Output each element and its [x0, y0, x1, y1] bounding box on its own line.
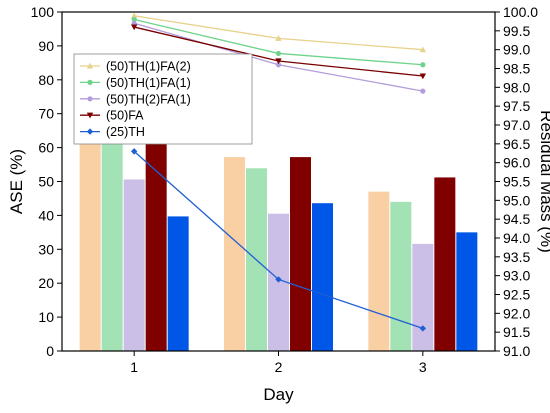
- y-tick-label: 0: [46, 343, 54, 359]
- y2-tick-label: 95.5: [503, 174, 530, 190]
- y-tick-label: 80: [38, 72, 54, 88]
- line-point: [420, 62, 426, 68]
- bar: [456, 232, 478, 351]
- legend-box: [73, 53, 253, 145]
- y2-tick-label: 95.0: [503, 192, 530, 208]
- line-point: [275, 35, 282, 41]
- bar: [390, 201, 412, 351]
- x-tick-label: 1: [130, 359, 138, 375]
- x-tick-label: 2: [275, 359, 283, 375]
- legend-label: (50)TH(2)FA(1): [106, 92, 191, 106]
- y-axis-title: ASE (%): [7, 149, 26, 214]
- legend-label: (50)TH(1)FA(1): [106, 76, 191, 90]
- y2-tick-label: 91.5: [503, 324, 530, 340]
- y2-tick-label: 91.0: [503, 343, 530, 359]
- y2-tick-label: 93.5: [503, 249, 530, 265]
- lines-layer: [130, 12, 427, 332]
- line-point: [130, 148, 138, 155]
- y2-tick-label: 99.0: [503, 42, 530, 58]
- y2-tick-label: 97.5: [503, 98, 530, 114]
- y2-tick-label: 94.0: [503, 230, 530, 246]
- line-point: [275, 50, 282, 57]
- y-tick-label: 60: [38, 140, 54, 156]
- legend-swatch-marker: [86, 128, 94, 135]
- bar: [368, 191, 390, 351]
- y2-tick-label: 96.0: [503, 155, 530, 171]
- y-tick-label: 40: [38, 207, 54, 223]
- y-tick-label: 90: [38, 38, 54, 54]
- bar: [434, 177, 456, 351]
- line-point: [419, 46, 427, 53]
- y-tick-label: 70: [38, 106, 54, 122]
- bars-layer: [79, 139, 478, 351]
- line-point: [130, 24, 138, 31]
- y2-tick-label: 93.0: [503, 268, 530, 284]
- bar: [412, 243, 434, 351]
- legend-label: (50)FA: [106, 109, 144, 123]
- line-point: [275, 276, 282, 283]
- y2-tick-label: 98.5: [503, 61, 530, 77]
- y2-tick-label: 92.5: [503, 287, 530, 303]
- legend-swatch-marker: [87, 96, 93, 102]
- y2-tick-label: 92.0: [503, 305, 530, 321]
- line-point: [275, 62, 282, 68]
- bar: [312, 203, 333, 351]
- bar: [167, 216, 189, 351]
- line-point: [419, 73, 427, 80]
- legend: (50)TH(1)FA(2) (50)TH(1)FA(1) (50)TH(2)FA(…: [73, 53, 253, 145]
- bar: [290, 157, 311, 351]
- line-point: [275, 58, 282, 65]
- y2-tick-label: 99.5: [503, 23, 530, 39]
- legend-swatch-marker: [86, 112, 94, 119]
- x-axis-title: Day: [263, 385, 294, 404]
- bar: [145, 142, 167, 351]
- y2-tick-label: 94.5: [503, 211, 530, 227]
- line-point: [130, 12, 138, 19]
- x-tick-label: 3: [419, 359, 427, 375]
- ticks-layer: 0 10 20 30 40 50 60 70 80 90 100 91.0 91.5 92.0 92.5 93…: [31, 4, 539, 375]
- line-point: [131, 16, 137, 23]
- bar: [224, 157, 245, 351]
- y-tick-label: 10: [38, 309, 54, 325]
- y-tick-label: 20: [38, 275, 54, 291]
- y-tick-label: 30: [38, 241, 54, 257]
- y-tick-label: 50: [38, 174, 54, 190]
- legend-label: (25)TH: [106, 125, 145, 139]
- line-point: [420, 88, 426, 94]
- legend-swatch-marker: [86, 62, 94, 69]
- bar: [101, 142, 123, 351]
- y2-tick-label: 97.0: [503, 117, 530, 133]
- y2-tick-label: 100.0: [503, 4, 538, 20]
- legend-swatch-marker: [87, 79, 93, 85]
- series-line: [134, 15, 423, 51]
- y2-axis-title: Residual Mass (%): [537, 110, 550, 253]
- bar: [123, 179, 145, 351]
- bar: [79, 139, 101, 351]
- y2-tick-label: 98.0: [503, 79, 530, 95]
- y-tick-label: 100: [31, 4, 55, 20]
- y2-tick-label: 96.5: [503, 136, 530, 152]
- legend-label: (50)TH(1)FA(2): [106, 60, 191, 74]
- line-point: [419, 325, 427, 332]
